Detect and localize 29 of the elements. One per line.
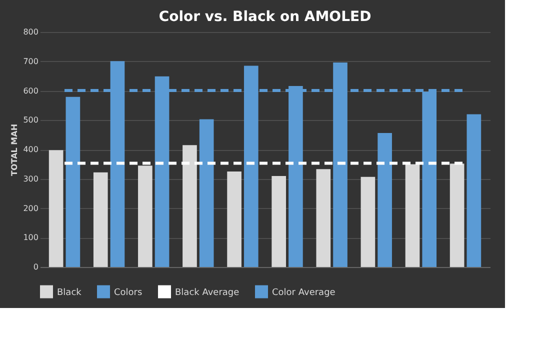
y-tick-label: 0 [33,262,38,272]
legend-label: Color Average [272,288,336,298]
bar [227,172,242,267]
bar [360,176,376,267]
legend-label: Black Average [175,288,240,298]
y-tick-label: 500 [23,116,38,125]
bar [405,164,420,267]
y-tick-label: 600 [23,86,38,96]
bar [182,145,197,267]
chart-title: Color vs. Black on AMOLED [158,9,372,25]
bar [138,166,152,267]
legend-label: Black [57,288,82,298]
bar [66,96,80,267]
bar [466,114,482,267]
bar [272,176,286,267]
y-tick-label: 700 [23,56,38,66]
y-tick-label: 800 [23,28,38,36]
bar [199,119,214,267]
bar [450,164,464,267]
bar [378,133,392,267]
bar [316,169,331,267]
y-tick-label: 100 [23,233,38,242]
bar [93,172,108,267]
y-tick-label: 200 [23,204,38,213]
y-tick-label: 300 [23,174,38,184]
legend-label: Colors [114,288,142,298]
bar [48,150,64,267]
y-tick-label: 400 [23,145,38,154]
y-axis-title: TOTAL MAH [10,124,20,176]
